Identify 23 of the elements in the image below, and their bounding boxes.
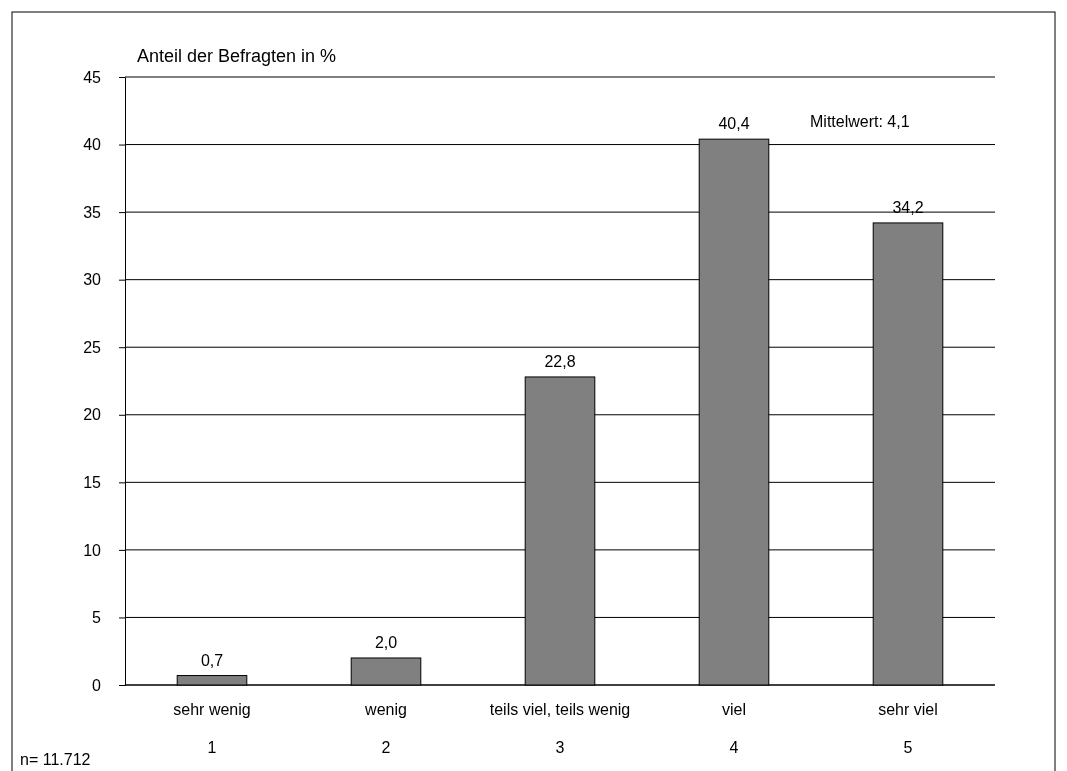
- category-label: sehr viel 5: [878, 701, 938, 756]
- category-label: wenig 2: [365, 701, 407, 756]
- y-axis-title: Anteil der Befragten in %: [137, 46, 337, 66]
- y-tick-label: 25: [83, 338, 102, 356]
- y-tick-label: 0: [92, 676, 102, 694]
- text: n= 11.712: [20, 751, 91, 768]
- data-label: 0,7: [200, 651, 224, 669]
- category-label: teils viel, teils wenig 3: [489, 701, 631, 756]
- data-label: 22,8: [544, 352, 576, 370]
- category-label: viel 4: [721, 701, 747, 756]
- y-tick-label: 35: [83, 203, 102, 221]
- category-label: sehr wenig 1: [173, 701, 251, 756]
- y-tick-label: 40: [83, 136, 102, 154]
- data-label: 34,2: [892, 198, 924, 216]
- y-tick-label: 20: [83, 406, 102, 424]
- y-tick-label: 5: [92, 609, 102, 627]
- y-tick-label: 30: [83, 271, 102, 289]
- y-tick-label: 45: [83, 68, 102, 86]
- y-tick-label: 15: [83, 473, 102, 491]
- data-label: 40,4: [718, 115, 750, 133]
- y-tick-label: 10: [83, 541, 102, 559]
- annotation: Mittelwert: 4,1: [810, 113, 910, 130]
- data-label: 2,0: [374, 633, 398, 651]
